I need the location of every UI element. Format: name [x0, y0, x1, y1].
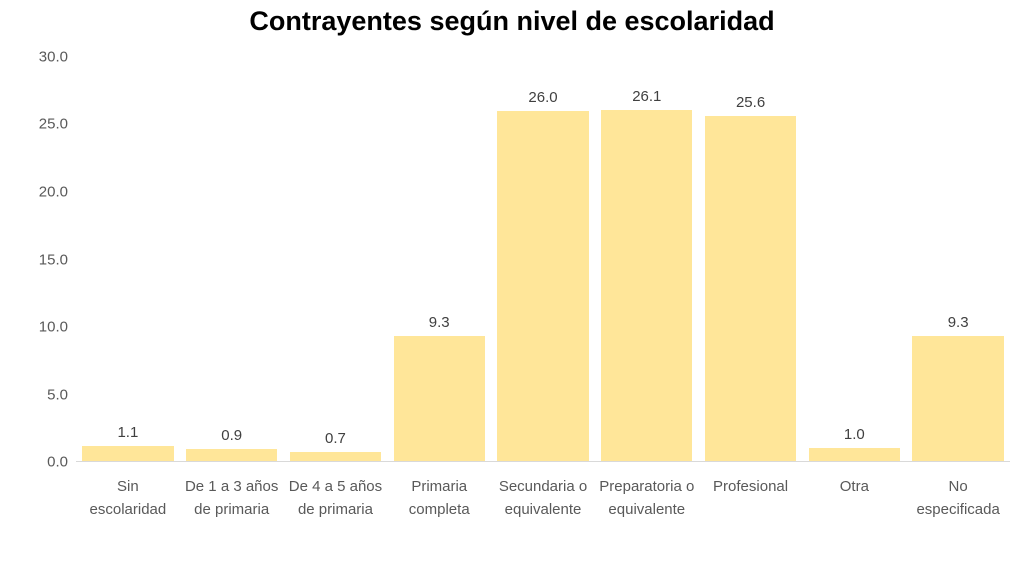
bar-value-label: 0.7: [325, 429, 346, 447]
x-category-label: Profesional: [713, 478, 789, 495]
y-tick-label: 20.0: [38, 183, 68, 201]
bar-value-label: 25.6: [735, 94, 766, 112]
plot-area: 1.1 0.9 0.7 9.3 26.0 26.1 25.6 1.0 9.3: [76, 57, 1010, 462]
bar-value-label: 0.9: [221, 426, 243, 444]
x-category-label: De 4 a 5 años de primaria: [288, 478, 383, 518]
y-tick-label: 10.0: [38, 318, 68, 336]
y-tick-label: 5.0: [47, 386, 68, 403]
bar: [393, 335, 485, 461]
bar: [704, 116, 797, 461]
bar: [186, 448, 278, 461]
bar-column: 1.1: [76, 57, 180, 461]
bar-value-label: 9.3: [428, 313, 450, 331]
x-category-label: Secundaria o equivalente: [498, 478, 588, 518]
bar-column: 0.9: [180, 57, 284, 461]
bar: [601, 109, 693, 461]
y-tick-label: 25.0: [38, 115, 68, 133]
y-axis: 30.0 25.0 20.0 15.0 10.0 5.0 0.0: [0, 49, 68, 471]
bar-column: 0.7: [284, 57, 388, 461]
x-category-label: Sin escolaridad: [89, 478, 167, 518]
bar-value-label: 1.1: [117, 424, 139, 442]
x-category-label: Otra: [839, 478, 869, 495]
bar: [289, 451, 382, 461]
bar-value-label: 9.3: [947, 313, 969, 331]
bar: [912, 335, 1004, 461]
bar-column: 26.0: [491, 57, 595, 461]
y-tick-label: 30.0: [38, 48, 68, 66]
x-category-label: De 1 a 3 años de primaria: [184, 478, 279, 518]
x-axis-labels: Sin escolaridad De 1 a 3 años de primaria…: [76, 463, 1010, 521]
bar-value-label: 26.0: [528, 88, 558, 106]
x-category-label: No especificada: [916, 478, 1000, 518]
bar-column: 26.1: [595, 57, 699, 461]
bar-column: 9.3: [387, 57, 491, 461]
bar-column: 25.6: [699, 57, 803, 461]
y-tick-label: 0.0: [47, 453, 68, 471]
bar-column: 9.3: [906, 57, 1010, 461]
chart-title: Contrayentes según nivel de escolaridad: [249, 6, 775, 36]
bar-value-label: 26.1: [632, 87, 662, 105]
bar-column: 1.0: [802, 57, 906, 461]
x-category-label: Preparatoria o equivalente: [599, 478, 695, 518]
y-tick-label: 15.0: [38, 251, 68, 268]
x-category-label: Primaria completa: [408, 478, 470, 518]
bar-value-label: 1.0: [843, 425, 865, 443]
bar: [82, 446, 174, 461]
bar: [497, 110, 589, 461]
bar: [808, 447, 901, 461]
